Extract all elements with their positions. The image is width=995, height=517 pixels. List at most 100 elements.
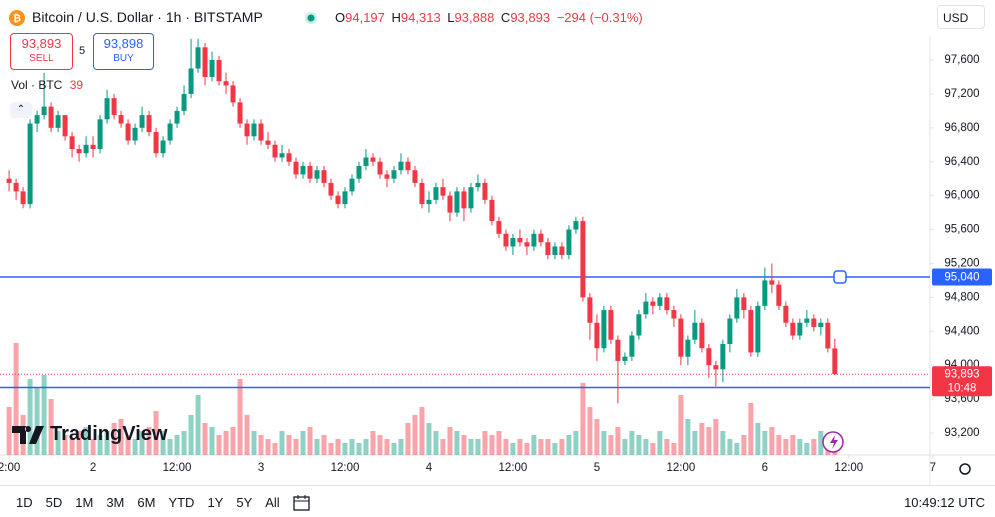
volume-bar (447, 427, 453, 455)
candle-body (433, 187, 439, 200)
range-button[interactable]: 3M (106, 495, 125, 510)
range-button[interactable]: 1M (75, 495, 94, 510)
change: −294 (−0.31%) (556, 10, 643, 25)
volume-bar (48, 399, 54, 455)
volume-bar (76, 431, 82, 455)
volume-bar (734, 443, 740, 455)
candle-body (790, 322, 796, 336)
range-button[interactable]: 6M (137, 495, 156, 510)
range-button[interactable]: 5Y (236, 495, 253, 510)
price-label-bg (932, 268, 992, 286)
volume-bar (83, 427, 89, 455)
volume-bar (615, 427, 621, 455)
volume-bar (454, 431, 460, 455)
volume-bar (314, 439, 320, 455)
candle-body (636, 314, 642, 336)
candle-body (440, 187, 446, 196)
volume-bar (503, 439, 509, 455)
candle-body (216, 60, 222, 82)
candle-body (34, 115, 40, 124)
candle-body (475, 182, 481, 188)
volume-bar (552, 443, 558, 455)
candle-body (559, 246, 565, 255)
currency-button[interactable]: USD (937, 5, 985, 29)
buy-button[interactable]: 93,898 BUY (93, 33, 154, 70)
ohlc-value: 94,313 (400, 10, 441, 25)
volume-bar (713, 419, 719, 455)
candle-body (818, 322, 824, 328)
volume-bar (762, 431, 768, 455)
candle-body (258, 123, 264, 141)
volume-layer (6, 343, 838, 455)
candle-body (90, 144, 96, 150)
volume-bar (69, 439, 75, 455)
volume-bar (104, 431, 110, 455)
ohlc-value: 93,893 (510, 10, 551, 25)
ohlc-legend: O94,197 H94,313 L93,888 C93,893 −294 (−0… (335, 10, 646, 25)
range-button[interactable]: All (265, 495, 280, 510)
ohlc-key: C (500, 10, 511, 25)
candle-body (489, 199, 495, 222)
candle-body (615, 339, 621, 361)
volume-bar (363, 439, 369, 455)
candle-body (244, 123, 250, 137)
candle-body (517, 238, 523, 243)
toolbar-divider (0, 485, 995, 486)
collapse-button[interactable]: ⌃ (10, 102, 32, 118)
candle-body (251, 123, 257, 137)
volume-bar (608, 435, 614, 455)
range-button[interactable]: YTD (168, 495, 195, 510)
candle-body (643, 301, 649, 315)
sell-button[interactable]: 93,893 SELL (10, 33, 73, 70)
range-button[interactable]: 1Y (207, 495, 224, 510)
volume-bar (258, 435, 264, 455)
volume-bar (594, 419, 600, 455)
volume-bar (230, 427, 236, 455)
candle-body (706, 348, 712, 366)
volume-bar (6, 407, 12, 455)
volume-bar (202, 423, 208, 455)
volume-bar (678, 395, 684, 455)
volume-bar (783, 439, 789, 455)
volume-bar (153, 411, 159, 455)
volume-bar (748, 403, 754, 455)
volume-bar (797, 439, 803, 455)
y-tick-label: 96,800 (944, 122, 979, 134)
candle-body (356, 165, 362, 179)
volume-bar (818, 431, 824, 455)
candle-body (762, 280, 768, 306)
candle-body (209, 60, 215, 77)
volume-bar (524, 443, 530, 455)
settings-icon (959, 463, 971, 475)
candle-body (265, 140, 271, 145)
range-button[interactable]: 1D (16, 495, 33, 510)
y-tick-label: 96,400 (944, 156, 979, 168)
candle-body (524, 242, 530, 247)
candle-body (552, 246, 558, 255)
volume-bar (349, 439, 355, 455)
candle-body (314, 170, 320, 179)
x-tick-label: 12:00 (163, 462, 192, 474)
candle-body (384, 174, 390, 179)
volume-bar (405, 423, 411, 455)
candle-body (650, 301, 656, 306)
candle-body (503, 233, 509, 247)
line-handle (833, 270, 847, 284)
y-tick-label: 96,000 (944, 190, 979, 202)
candle-body (321, 170, 327, 183)
candle-body (20, 191, 26, 205)
x-tick-label: 12:00 (834, 462, 863, 474)
volume-bar (41, 375, 47, 455)
volume-bar (34, 387, 40, 455)
candle-body (685, 339, 691, 357)
volume-bar (671, 443, 677, 455)
candle-body (776, 284, 782, 306)
volume-bar (811, 439, 817, 455)
range-button[interactable]: 5D (45, 495, 63, 510)
calendar-icon[interactable] (292, 493, 312, 513)
candle-body (391, 170, 397, 179)
candle-body (671, 310, 677, 319)
volume-bar (692, 431, 698, 455)
x-tick-label: 2 (90, 462, 96, 474)
